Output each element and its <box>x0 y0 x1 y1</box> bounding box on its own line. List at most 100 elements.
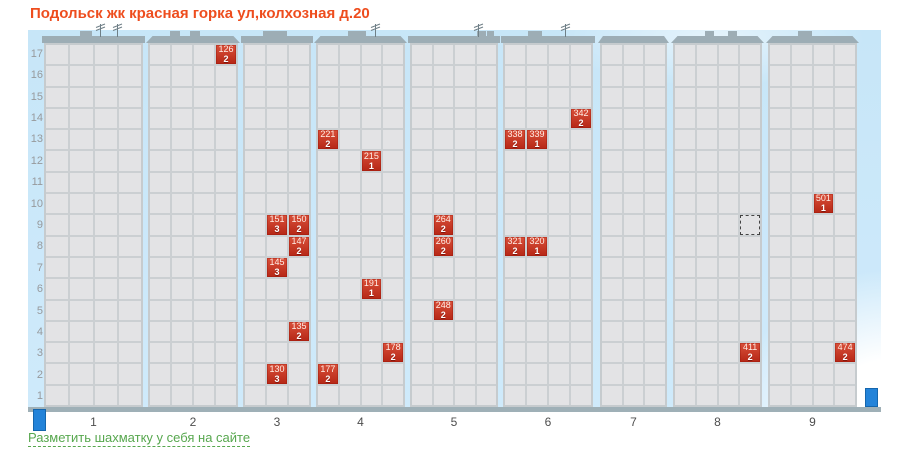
flat-cell-411[interactable]: 411 2 <box>740 343 760 363</box>
grid-cell <box>412 66 432 86</box>
grid-cell <box>623 108 644 129</box>
flat-rooms: 2 <box>296 245 302 256</box>
grid-cell <box>476 87 496 107</box>
flat-cell-130[interactable]: 130 3 <box>267 364 287 384</box>
chimney <box>348 31 366 37</box>
flat-cell-145[interactable]: 145 3 <box>267 258 287 278</box>
grid-cell <box>118 300 141 320</box>
grid-cell <box>94 130 117 150</box>
flat-cell-320[interactable]: 320 1 <box>527 236 547 256</box>
grid-cell <box>571 194 591 214</box>
grid-cell <box>46 236 69 256</box>
grid-cell <box>476 151 496 171</box>
grid-cell <box>505 215 525 235</box>
blue-marker-right[interactable] <box>865 388 878 407</box>
grid-cell <box>527 321 547 342</box>
grid-cell <box>675 364 695 384</box>
grid-cell <box>318 215 338 235</box>
grid-cell <box>383 151 403 171</box>
grid-cell <box>623 321 644 342</box>
grid-cell <box>172 151 192 171</box>
grid-cell <box>770 194 790 214</box>
antenna-icon <box>472 21 485 37</box>
grid-cell <box>813 45 834 65</box>
section-grid: 221 2 215 1 191 1 178 2 177 2 <box>316 43 405 407</box>
section-label-8: 8 <box>714 415 721 429</box>
grid-cell <box>172 108 192 129</box>
grid-cell <box>267 87 287 107</box>
blue-marker-left[interactable] <box>33 409 46 431</box>
flat-cell-501[interactable]: 501 1 <box>813 193 834 214</box>
grid-cell <box>383 300 403 320</box>
roof <box>314 36 407 43</box>
grid-cell <box>675 45 695 65</box>
selected-cell-marker[interactable] <box>740 215 760 235</box>
grid-cell <box>813 321 834 342</box>
grid-cell <box>412 236 432 256</box>
flat-cell-215[interactable]: 215 1 <box>361 151 382 171</box>
flat-rooms: 2 <box>578 118 584 129</box>
grid-cell <box>118 130 141 150</box>
grid-cell <box>835 364 855 384</box>
grid-cell <box>740 321 760 342</box>
flat-number: 501 <box>815 193 831 204</box>
grid-cell <box>318 385 338 405</box>
flat-cell-260[interactable]: 260 2 <box>433 236 453 256</box>
embed-shakhmatka-link[interactable]: Разметить шахматку у себя на сайте <box>28 430 251 447</box>
flat-cell-221[interactable]: 221 2 <box>318 130 338 150</box>
grid-cell <box>318 172 338 193</box>
grid-cell <box>813 215 834 235</box>
flat-cell-342[interactable]: 342 2 <box>571 109 591 129</box>
grid-cell <box>433 172 453 193</box>
flat-cell-321[interactable]: 321 2 <box>505 236 525 256</box>
grid-cell <box>813 236 834 256</box>
grid-cell <box>412 194 432 214</box>
grid-cell <box>172 194 192 214</box>
flat-rooms: 3 <box>274 267 280 278</box>
grid-cell <box>361 300 382 320</box>
grid-cell <box>527 108 547 129</box>
grid-cell <box>318 45 338 65</box>
grid-cell <box>835 130 855 150</box>
grid-cell <box>70 300 93 320</box>
flat-cell-474[interactable]: 474 2 <box>835 343 855 363</box>
flat-cell-147[interactable]: 147 2 <box>289 236 309 256</box>
grid-cell <box>602 108 622 129</box>
grid-cell <box>150 215 170 235</box>
flat-cell-177[interactable]: 177 2 <box>318 364 338 384</box>
roof <box>766 36 859 43</box>
flat-cell-151[interactable]: 151 3 <box>267 215 287 235</box>
flat-cell-191[interactable]: 191 1 <box>361 279 382 299</box>
grid-cell <box>318 257 338 278</box>
flat-rooms: 2 <box>390 352 396 363</box>
grid-cell <box>245 108 265 129</box>
flat-cell-264[interactable]: 264 2 <box>433 215 453 235</box>
flat-cell-178[interactable]: 178 2 <box>383 343 403 363</box>
grid-cell <box>455 364 475 384</box>
section-grid <box>600 43 667 407</box>
flat-cell-338[interactable]: 338 2 <box>505 130 525 150</box>
grid-cell <box>318 66 338 86</box>
flat-cell-248[interactable]: 248 2 <box>433 300 453 320</box>
grid-cell <box>194 66 214 86</box>
grid-cell <box>623 151 644 171</box>
flat-cell-339[interactable]: 339 1 <box>527 130 547 150</box>
grid-cell <box>571 300 591 320</box>
grid-cell <box>245 45 265 65</box>
grid-cell <box>433 343 453 363</box>
flat-cell-150[interactable]: 150 2 <box>289 215 309 235</box>
grid-cell <box>150 236 170 256</box>
grid-cell <box>118 151 141 171</box>
grid-cell <box>94 87 117 107</box>
grid-cell <box>813 300 834 320</box>
grid-cell <box>433 364 453 384</box>
grid-cell <box>835 385 855 405</box>
flat-cell-126[interactable]: 126 2 <box>216 45 236 65</box>
flat-cell-135[interactable]: 135 2 <box>289 321 309 342</box>
grid-cell <box>216 215 236 235</box>
grid-cell <box>172 66 192 86</box>
grid-cell <box>412 215 432 235</box>
grid-cell <box>571 257 591 278</box>
grid-cell <box>94 343 117 363</box>
grid-cell <box>455 321 475 342</box>
